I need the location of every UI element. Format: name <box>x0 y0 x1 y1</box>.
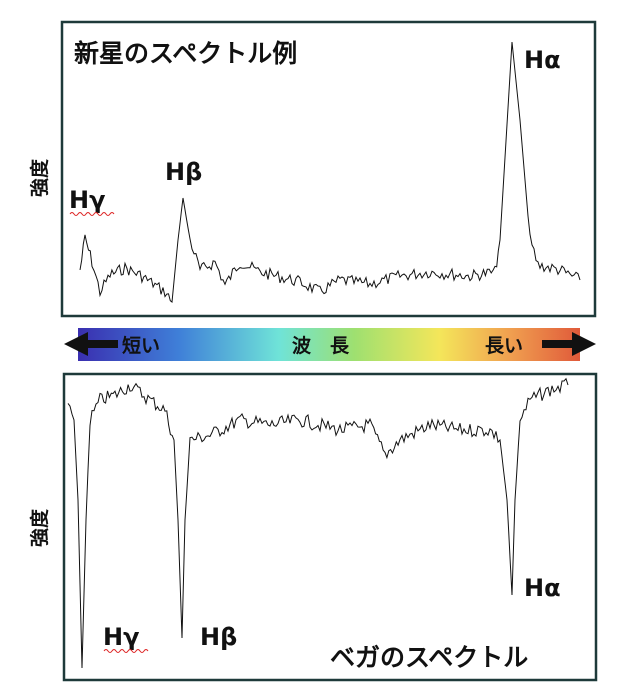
h-beta-label: Hβ <box>200 623 237 651</box>
nova-panel <box>60 20 597 318</box>
vega-spectrum <box>67 377 569 669</box>
arrow-left <box>64 332 118 356</box>
h-gamma-label: Hγ <box>103 623 139 651</box>
y-label: 強度 <box>28 158 51 197</box>
h-gamma-label: Hγ <box>69 186 105 214</box>
wavelength-label: 波 長 <box>292 334 350 357</box>
h-alpha-label: Hα <box>524 574 561 602</box>
spellcheck-underline <box>69 212 115 216</box>
h-alpha-label: Hα <box>524 46 561 74</box>
short-label: 短い <box>122 334 160 357</box>
nova-title: 新星のスペクトル例 <box>74 39 297 68</box>
wavelength-gradient <box>78 328 580 361</box>
vega-panel <box>62 372 598 682</box>
arrow-right <box>542 332 596 356</box>
y-label: 強度 <box>28 508 51 547</box>
long-label: 長い <box>485 335 523 357</box>
spellcheck-underline <box>103 649 149 653</box>
nova-spectrum <box>79 41 581 303</box>
h-beta-label: Hβ <box>165 158 202 186</box>
vega-title: ベガのスペクトル <box>330 643 528 672</box>
